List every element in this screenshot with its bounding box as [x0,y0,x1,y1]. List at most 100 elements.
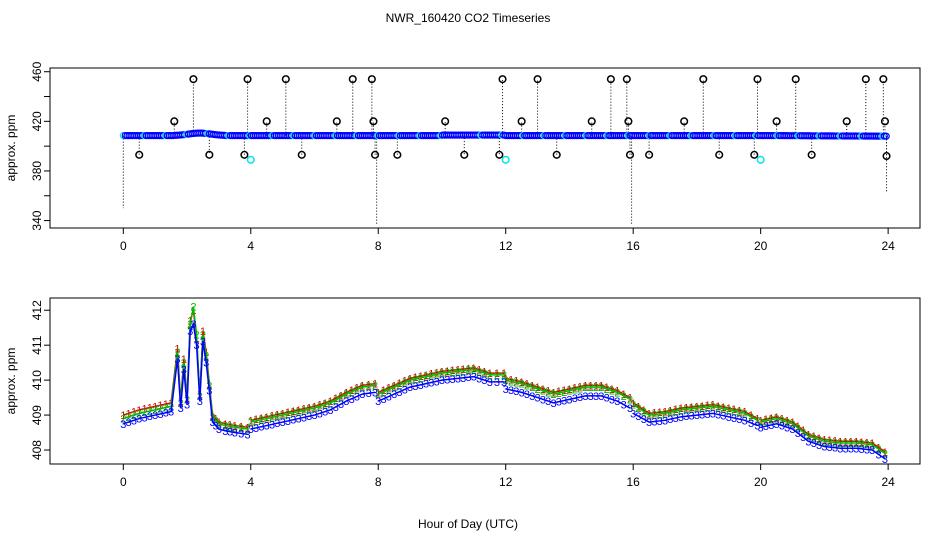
x-tick-label: 12 [499,475,513,489]
cyan-point [501,155,510,164]
series-marker: 3 [190,319,196,331]
series-marker: 3 [372,387,378,399]
series-marker: 2 [754,415,760,427]
series-marker: 3 [789,424,795,436]
series-marker: 2 [269,412,275,424]
series-marker: 3 [418,380,424,392]
series-marker: 3 [811,438,817,450]
series-marker: 3 [646,417,652,429]
outlier-point-low [135,150,144,159]
series-marker: 3 [248,424,254,436]
series-marker: 2 [726,405,732,417]
outlier-point-high [498,75,507,84]
series-marker: 1 [157,400,163,412]
series-marker: 2 [264,414,270,426]
series-marker: 3 [843,443,849,455]
outlier-point-low [625,150,635,159]
series-marker: 2 [748,412,754,424]
series-marker: 3 [157,409,163,421]
series-marker: 2 [731,406,737,418]
series-marker: 2 [683,404,689,416]
series-marker: 2 [621,391,627,403]
series-line [250,391,376,430]
series-marker: 3 [827,442,833,454]
series-marker: 2 [800,427,806,439]
y-tick-label: 409 [30,405,44,425]
series-marker: 3 [726,412,732,424]
series-marker: 3 [754,421,760,433]
series-marker: 2 [157,404,163,416]
series-marker: 2 [561,387,567,399]
outlier-point-low [882,152,891,161]
y-tick-label: 340 [30,210,44,230]
series-marker: 3 [784,422,790,434]
series-marker: 2 [396,380,402,392]
series-marker: 3 [386,391,392,403]
series-marker: 3 [566,394,572,406]
series-marker: 2 [588,382,594,394]
series-marker: 3 [471,372,477,384]
x-tick-label: 24 [881,239,895,253]
series-marker: 2 [131,410,137,422]
series-marker: 2 [720,404,726,416]
series-marker: 2 [280,410,286,422]
series-marker: 3 [704,409,710,421]
series-marker: 2 [343,389,349,401]
series-marker: 3 [311,410,317,422]
series-marker: 2 [503,375,509,387]
series-marker: 2 [372,380,378,392]
series-marker: 3 [238,428,244,440]
series-marker: 2 [853,438,859,450]
series-marker: 3 [264,421,270,433]
series-marker: 3 [216,424,222,436]
series-marker: 2 [662,408,668,420]
series-marker: 3 [635,411,641,423]
outlier-point-high [606,75,615,84]
series-line [377,375,505,402]
series-marker: 3 [641,414,647,426]
series-marker: 3 [434,376,440,388]
y-tick-label: 420 [30,111,44,131]
series-marker: 3 [439,375,445,387]
series-marker: 3 [203,358,209,370]
y-tick-label: 460 [30,61,44,81]
series-marker: 3 [322,407,328,419]
series-marker: 2 [296,407,302,419]
series-marker: 3 [366,388,372,400]
series-marker: 3 [120,419,126,431]
series-marker: 3 [556,397,562,409]
series-marker: 3 [758,422,764,434]
series-marker: 3 [848,443,854,455]
series-marker: 3 [258,422,264,434]
series-marker: 2 [848,438,854,450]
series-line [505,388,631,409]
series-marker: 2 [577,383,583,395]
series-marker: 3 [627,403,633,415]
series-marker: 3 [141,412,147,424]
series-marker: 2 [274,411,280,423]
x-tick-label: 24 [881,475,895,489]
series-line [377,368,505,395]
series-marker: 1 [120,410,126,422]
series-marker: 3 [354,391,360,403]
series-marker: 3 [768,420,774,432]
series-marker: 3 [450,374,456,386]
x-tick-label: 4 [247,239,254,253]
series-marker: 3 [174,354,180,366]
series-marker: 3 [349,394,355,406]
series-marker: 2 [200,330,206,342]
series-marker: 3 [333,402,339,414]
series-marker: 2 [248,417,254,429]
x-tick-label: 20 [754,239,768,253]
series-marker: 2 [423,372,429,384]
series-marker: 2 [827,437,833,449]
series-marker: 3 [604,393,610,405]
series-marker: 3 [545,396,551,408]
x-tick-label: 8 [375,475,382,489]
series-marker: 2 [673,406,679,418]
series-marker: 3 [126,417,132,429]
series-marker: 2 [641,407,647,419]
series-marker: 2 [630,400,636,412]
